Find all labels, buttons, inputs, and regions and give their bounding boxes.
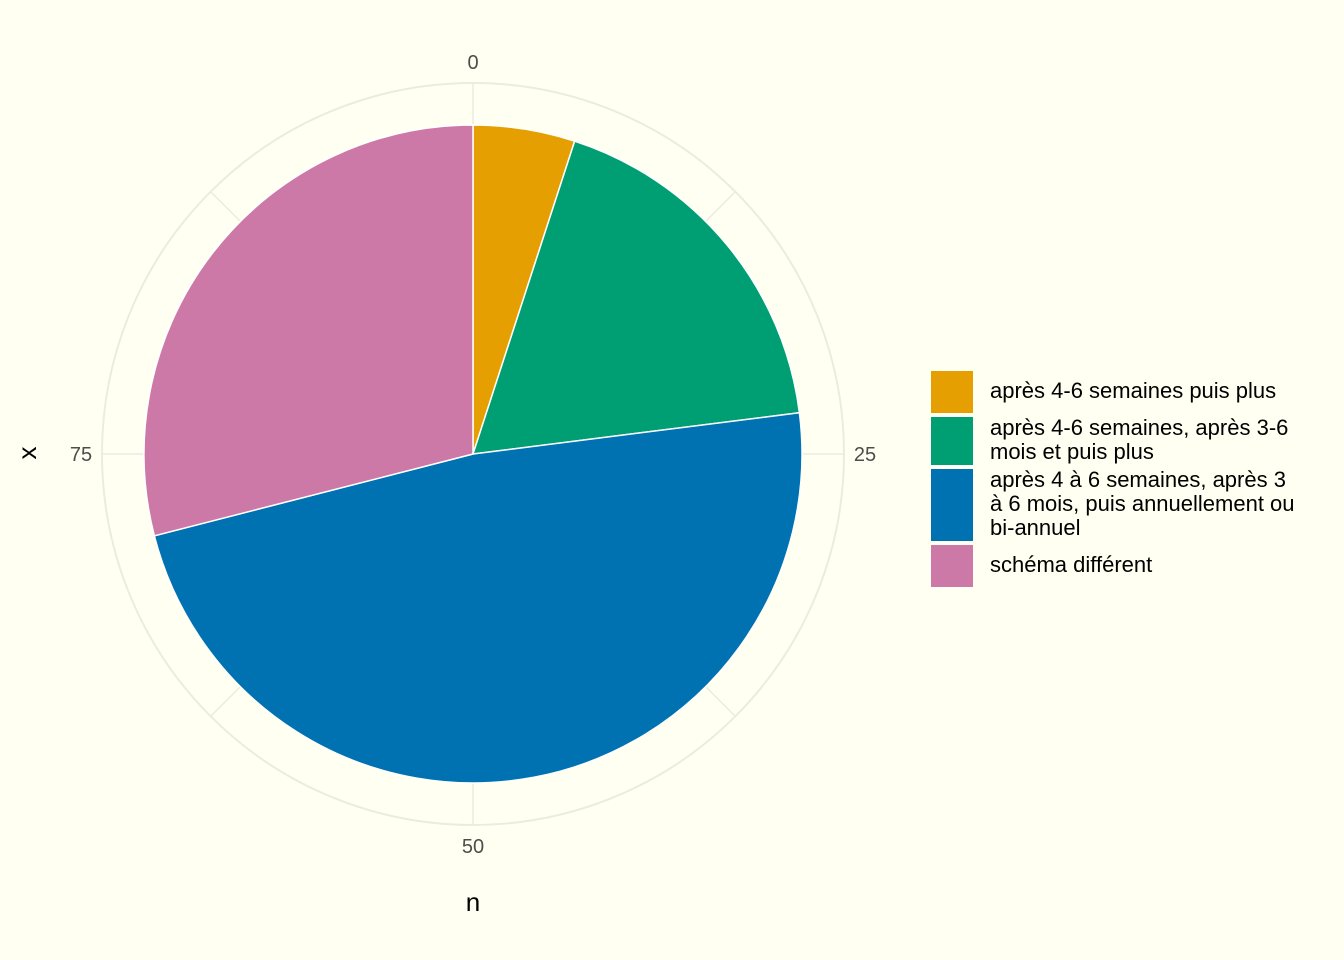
legend-item: schéma différent xyxy=(931,545,1152,587)
legend-label: après 4-6 semaines, après 3-6 xyxy=(990,415,1288,440)
legend-label: mois et puis plus xyxy=(990,439,1154,464)
legend-swatch xyxy=(931,371,973,413)
angle-tick-label: 25 xyxy=(854,444,876,466)
legend-label: schéma différent xyxy=(990,552,1152,577)
legend-label: après 4 à 6 semaines, après 3 xyxy=(990,467,1286,492)
legend-swatch xyxy=(931,469,973,541)
legend-label: bi-annuel xyxy=(990,515,1081,540)
angle-tick-label: 75 xyxy=(70,444,92,466)
pie-slice xyxy=(471,140,801,455)
pie-slice xyxy=(153,411,803,784)
x-axis-title: n xyxy=(466,887,480,917)
legend-item: après 4 à 6 semaines, après 3à 6 mois, p… xyxy=(931,467,1295,541)
legend-swatch xyxy=(931,545,973,587)
legend-swatch xyxy=(931,417,973,465)
y-axis-title: x xyxy=(12,447,42,460)
angle-tick-label: 0 xyxy=(467,52,478,74)
legend-label: à 6 mois, puis annuellement ou xyxy=(990,491,1295,516)
angle-tick-labels: 0 25 50 75 xyxy=(70,52,876,858)
legend-item: après 4-6 semaines puis plus xyxy=(931,371,1276,413)
legend: après 4-6 semaines puis plus après 4-6 se… xyxy=(931,371,1295,587)
pie-slices xyxy=(143,124,803,784)
legend-label: après 4-6 semaines puis plus xyxy=(990,378,1276,403)
pie-slice xyxy=(143,124,474,537)
angle-tick-label: 50 xyxy=(462,836,484,858)
